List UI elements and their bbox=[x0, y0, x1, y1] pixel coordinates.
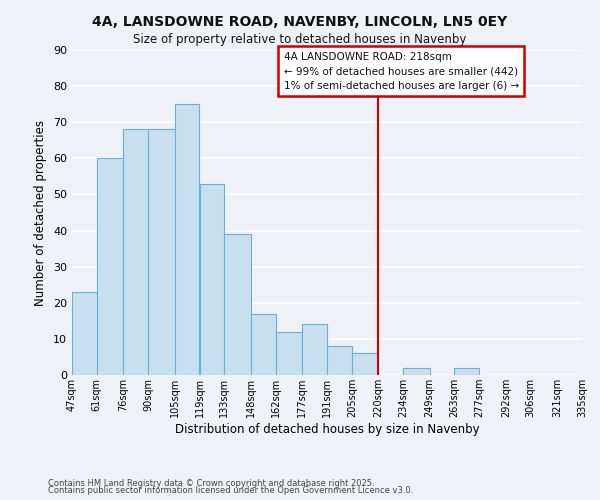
Text: 4A LANSDOWNE ROAD: 218sqm
← 99% of detached houses are smaller (442)
1% of semi-: 4A LANSDOWNE ROAD: 218sqm ← 99% of detac… bbox=[284, 52, 519, 91]
Bar bbox=[199, 184, 224, 375]
Bar bbox=[403, 368, 430, 375]
Bar bbox=[224, 234, 251, 375]
Text: Size of property relative to detached houses in Navenby: Size of property relative to detached ho… bbox=[133, 32, 467, 46]
Text: 4A, LANSDOWNE ROAD, NAVENBY, LINCOLN, LN5 0EY: 4A, LANSDOWNE ROAD, NAVENBY, LINCOLN, LN… bbox=[92, 15, 508, 29]
Bar bbox=[175, 104, 199, 375]
Bar bbox=[97, 158, 124, 375]
Y-axis label: Number of detached properties: Number of detached properties bbox=[34, 120, 47, 306]
Bar bbox=[148, 130, 175, 375]
Bar bbox=[124, 130, 148, 375]
Bar bbox=[72, 292, 97, 375]
Bar bbox=[302, 324, 327, 375]
Bar bbox=[275, 332, 302, 375]
Bar bbox=[455, 368, 479, 375]
Bar bbox=[251, 314, 275, 375]
Text: Contains public sector information licensed under the Open Government Licence v3: Contains public sector information licen… bbox=[48, 486, 413, 495]
X-axis label: Distribution of detached houses by size in Navenby: Distribution of detached houses by size … bbox=[175, 423, 479, 436]
Bar bbox=[352, 354, 379, 375]
Bar bbox=[327, 346, 352, 375]
Text: Contains HM Land Registry data © Crown copyright and database right 2025.: Contains HM Land Registry data © Crown c… bbox=[48, 478, 374, 488]
